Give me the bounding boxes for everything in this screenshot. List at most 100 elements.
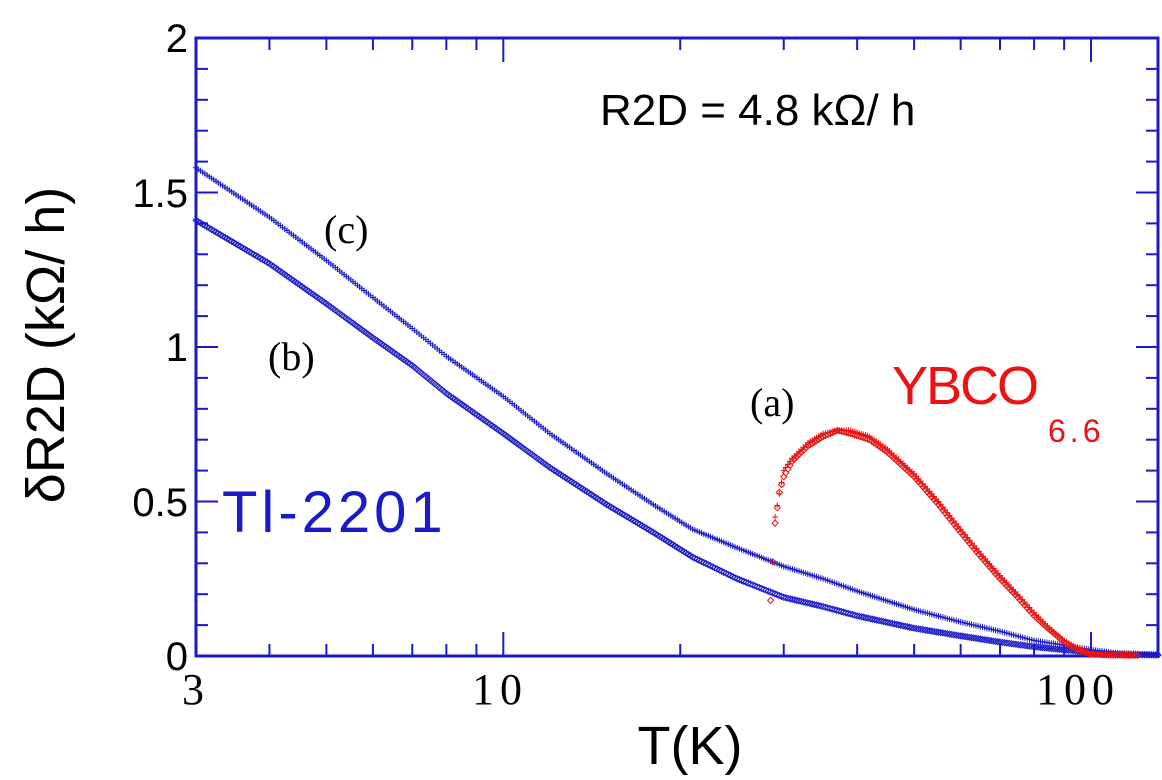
data-point-series-3 (777, 480, 786, 489)
data-point-series-1 (881, 618, 890, 626)
y-tick-label-1.5: 1.5 (132, 172, 188, 216)
data-point-series-1 (943, 630, 952, 638)
data-point-series-1 (908, 624, 916, 632)
data-point-series-3 (851, 431, 859, 439)
data-point-series-3 (826, 429, 834, 438)
data-point-series-1 (1019, 641, 1027, 649)
data-point-series-1 (1032, 643, 1040, 651)
data-point-series-1 (790, 596, 799, 604)
data-point-series-1 (806, 599, 814, 608)
data-point-series-3 (1131, 651, 1140, 660)
curve-label-a: (a) (750, 380, 794, 425)
data-point-series-1 (1007, 639, 1016, 648)
data-point-series-1 (855, 612, 864, 621)
data-point-series-1 (917, 625, 925, 634)
data-point-series-1 (970, 634, 978, 642)
data-point-series-1 (989, 637, 998, 645)
data-point-series-1 (1049, 645, 1058, 653)
data-point-series-3 (790, 455, 799, 463)
data-point-series-1 (835, 607, 843, 615)
data-point-series-1 (1154, 651, 1162, 659)
data-point-series-1 (799, 598, 808, 606)
data-point-series-1 (914, 625, 923, 633)
data-point-series-1 (983, 636, 991, 644)
data-point-series-3 (780, 473, 788, 481)
data-point-series-1 (1038, 643, 1047, 652)
data-point-series-1 (956, 632, 965, 640)
data-point-series-1 (853, 612, 861, 620)
curve-label-c: (c) (324, 207, 368, 252)
data-point-series-1 (868, 615, 877, 623)
data-point-series-1 (1058, 645, 1066, 654)
y-tick-label-1: 1 (166, 326, 188, 370)
data-point-series-3 (815, 435, 823, 443)
data-point-series-1 (980, 635, 989, 644)
data-point-series-1 (972, 634, 980, 643)
data-point-series-1 (1056, 645, 1064, 654)
ybco-sample-subscript: 6.6 (1048, 413, 1104, 449)
data-point-series-1 (998, 638, 1006, 647)
data-point-series-1 (1053, 645, 1062, 653)
data-point-series-1 (895, 621, 903, 629)
data-point-series-3 (773, 503, 781, 512)
data-point-series-3 (849, 430, 857, 438)
data-point-series-1 (932, 628, 940, 636)
data-point-series-1 (782, 594, 790, 602)
data-point-series-1 (994, 638, 1002, 646)
data-point-series-3 (833, 426, 841, 435)
data-point-series-1 (812, 601, 821, 609)
data-point-series-1 (733, 575, 741, 583)
data-point-series-3 (775, 488, 784, 496)
data-point-series-1 (928, 627, 936, 635)
data-point-series-1 (797, 597, 805, 606)
data-point-series-1 (793, 596, 801, 605)
data-point-series-1 (775, 591, 783, 600)
data-point-series-1 (996, 638, 1004, 646)
y-tick-label-2: 2 (166, 17, 188, 61)
data-point-series-1 (753, 582, 761, 591)
data-point-series-3 (828, 428, 837, 437)
data-point-series-1 (746, 580, 755, 588)
data-point-series-3 (819, 432, 827, 441)
data-point-series-1 (780, 593, 788, 601)
data-point-series-1 (961, 632, 969, 641)
data-point-series-1 (948, 630, 956, 639)
data-point-series-1 (1041, 644, 1049, 652)
data-point-series-1 (1003, 639, 1011, 647)
data-point-series-3 (792, 453, 801, 461)
data-point-series-1 (888, 619, 896, 628)
data-point-series-1 (848, 610, 857, 619)
data-point-series-1 (873, 616, 881, 624)
data-point-series-3 (861, 434, 870, 443)
data-point-series-3 (788, 457, 796, 466)
data-point-series-3 (1082, 648, 1091, 657)
data-point-series-1 (817, 602, 825, 610)
data-point-series-1 (755, 583, 764, 592)
data-point-series-1 (801, 598, 810, 607)
data-point-series-3 (1133, 651, 1142, 660)
data-point-series-3 (846, 429, 855, 438)
x-axis-label: T(K) (638, 716, 743, 776)
data-point-series-1 (826, 604, 834, 613)
data-point-series-3 (1076, 646, 1084, 655)
data-point-series-1 (777, 592, 786, 601)
data-point-series-1 (950, 631, 958, 639)
data-point-series-3 (797, 448, 805, 457)
data-point-series-3 (1085, 649, 1093, 658)
data-point-series-1 (737, 576, 746, 585)
data-point-series-1 (923, 626, 932, 635)
data-point-series-1 (945, 630, 954, 638)
data-point-series-1 (1062, 646, 1071, 654)
data-point-series-3 (795, 451, 803, 459)
data-point-series-1 (877, 617, 885, 625)
data-point-series-1 (1012, 640, 1020, 648)
data-point-series-1 (821, 603, 830, 611)
data-point-series-1 (936, 628, 945, 637)
data-point-series-1 (860, 613, 868, 621)
data-point-series-1 (886, 619, 894, 627)
data-point-series-3 (859, 433, 868, 442)
data-point-series-1 (762, 586, 770, 594)
r2d-annotation: R2D = 4.8 kΩ/ h (600, 86, 915, 135)
data-point-series-1 (1030, 643, 1038, 651)
x-tick-label-100: 100 (1036, 665, 1120, 714)
